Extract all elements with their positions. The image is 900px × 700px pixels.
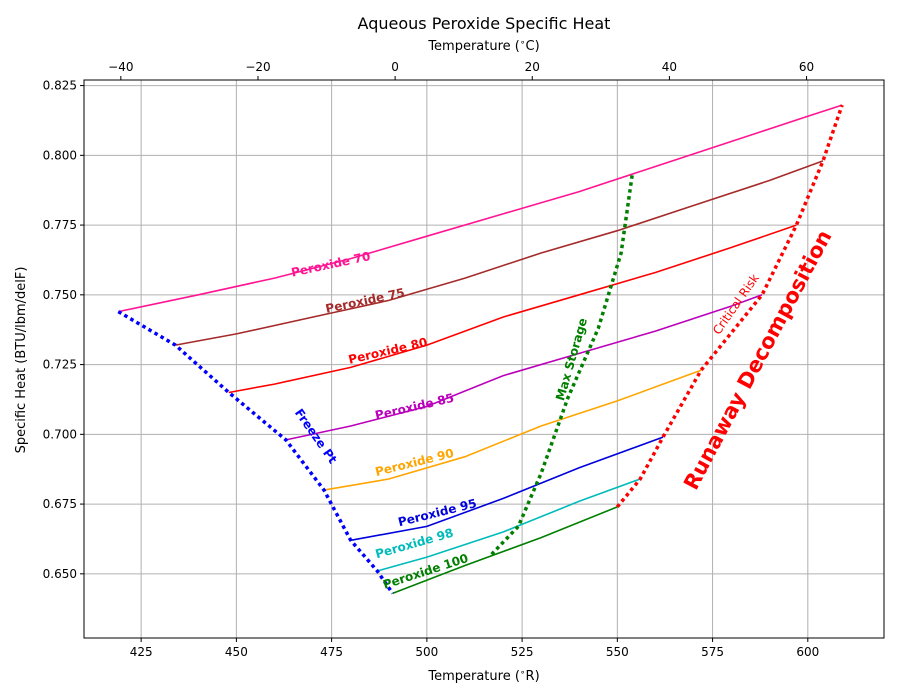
x-tick-label: 600: [796, 645, 819, 659]
y-tick-label: 0.775: [43, 218, 77, 232]
top-x-tick-label: 0: [391, 60, 399, 74]
y-axis-label: Specific Heat (BTU/lbm/delF): [14, 267, 29, 454]
series-line-peroxide-95: [350, 436, 664, 542]
series-lines: [118, 104, 843, 595]
top-x-tick-label: 60: [799, 60, 814, 74]
y-tick-label: 0.700: [43, 427, 77, 441]
x-tick-label: 425: [130, 645, 153, 659]
boundary-line-freeze-pt: [117, 310, 395, 595]
series-line-peroxide-75: [175, 160, 824, 346]
top-x-axis-label: Temperature (∘C): [427, 38, 539, 54]
x-tick-label: 500: [415, 645, 438, 659]
y-tick-label: 0.800: [43, 148, 77, 162]
top-x-tick-label: 20: [525, 60, 540, 74]
boundary-line-critical-risk: [615, 104, 844, 509]
plot-frame: [83, 79, 885, 639]
x-tick-label: 575: [701, 645, 724, 659]
series-label-peroxide-80: Peroxide 80: [347, 335, 429, 367]
series-label-peroxide-85: Peroxide 85: [374, 391, 456, 423]
series-label-peroxide-75: Peroxide 75: [324, 285, 406, 315]
x-tick-label: 550: [606, 645, 629, 659]
x-tick-label: 525: [511, 645, 534, 659]
y-tick-label: 0.675: [43, 497, 77, 511]
y-tick-label: 0.750: [43, 288, 77, 302]
grid: [84, 80, 884, 638]
top-x-tick-label: −40: [108, 60, 133, 74]
top-x-tick-label: 40: [662, 60, 677, 74]
series-label-peroxide-70: Peroxide 70: [290, 249, 372, 279]
series-line-peroxide-70: [118, 104, 843, 313]
series-line-peroxide-80: [228, 224, 797, 394]
chart-title: Aqueous Peroxide Specific Heat: [358, 14, 611, 33]
boundary-line-max-storage: [490, 171, 635, 556]
series-line-peroxide-98: [377, 478, 641, 572]
x-axis-label: Temperature (∘R): [427, 668, 539, 684]
annotation-runaway-decomposition: Runaway Decomposition: [679, 226, 837, 494]
top-x-tick-label: −20: [245, 60, 270, 74]
y-tick-label: 0.725: [43, 358, 77, 372]
boundary-lines: [117, 104, 844, 595]
series-line-peroxide-90: [323, 369, 702, 491]
x-tick-label: 450: [225, 645, 248, 659]
series-line-peroxide-85: [285, 294, 763, 441]
series-label-peroxide-90: Peroxide 90: [374, 446, 456, 479]
series-label-peroxide-95: Peroxide 95: [397, 496, 479, 529]
y-tick-label: 0.650: [43, 567, 77, 581]
x-tick-label: 475: [320, 645, 343, 659]
ticks: 425 450 475 500 525 550 575 6000.6500.6750.7000…: [43, 60, 820, 659]
series-label-peroxide-98: Peroxide 98: [374, 526, 455, 562]
series-line-peroxide-100: [392, 506, 618, 595]
y-tick-label: 0.825: [43, 79, 77, 93]
